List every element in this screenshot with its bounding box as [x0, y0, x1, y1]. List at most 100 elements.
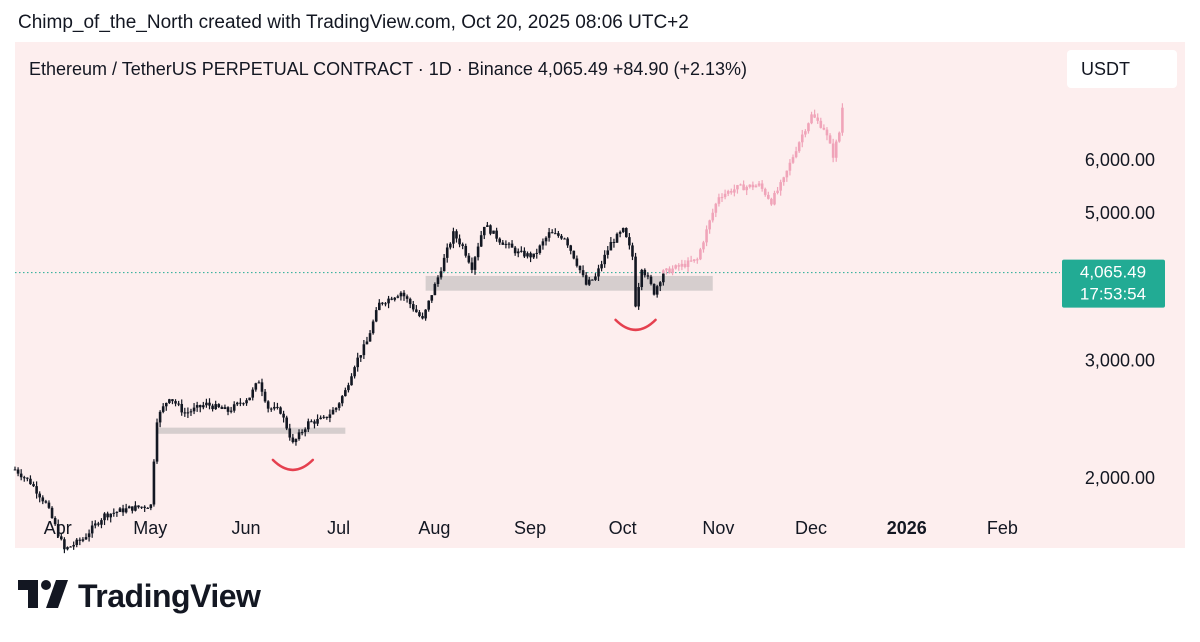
- candle-body: [387, 298, 390, 304]
- price-tick-label: 3,000.00: [1085, 351, 1155, 371]
- candle-body: [337, 403, 341, 408]
- projected-candle-body: [773, 192, 776, 205]
- candle-body: [452, 231, 455, 244]
- candle-body: [399, 292, 403, 297]
- symbol-legend[interactable]: Ethereum / TetherUS PERPETUAL CONTRACT ·…: [29, 59, 747, 79]
- projected-candle-body: [810, 114, 813, 124]
- candle-body: [198, 405, 202, 408]
- time-tick-label: Nov: [702, 518, 734, 538]
- projected-candle-body: [751, 184, 755, 188]
- projected-candle-body: [671, 268, 674, 274]
- candle-body: [479, 235, 483, 247]
- projected-candle-body: [677, 265, 681, 267]
- projected-candle-body: [723, 193, 727, 198]
- candle-body: [652, 283, 656, 295]
- projected-candle-body: [689, 260, 693, 262]
- candle-body: [319, 417, 322, 420]
- candle-body: [103, 513, 106, 521]
- candle-body: [587, 279, 591, 285]
- candle-body: [449, 243, 452, 248]
- candle-body: [430, 295, 434, 301]
- candle-body: [504, 243, 508, 245]
- projected-candle-body: [819, 120, 823, 128]
- candle-body: [226, 407, 230, 412]
- candle-body: [205, 402, 208, 406]
- candle-body: [445, 247, 449, 258]
- candle-body: [297, 432, 301, 440]
- candle-body: [288, 428, 292, 438]
- candle-body: [310, 421, 313, 423]
- candle-body: [415, 309, 418, 313]
- candle-body: [374, 310, 378, 322]
- candle-body: [640, 269, 644, 288]
- candle-body: [634, 256, 637, 307]
- candle-body: [421, 316, 424, 319]
- candle-body: [239, 402, 242, 404]
- candle-body: [513, 247, 517, 254]
- candle-body: [285, 417, 288, 429]
- time-axis: Apr May Jun Jul Aug Sep Oct Nov Dec 2026 Feb: [44, 518, 1018, 538]
- candle-body: [628, 237, 631, 246]
- price-badge-box: [1062, 259, 1165, 308]
- tradingview-wordmark: TradingView: [78, 578, 261, 614]
- projected-candles: [662, 103, 844, 276]
- candle-body: [168, 399, 171, 403]
- candle-body: [569, 245, 573, 251]
- candle-body: [316, 419, 319, 424]
- candle-body: [390, 298, 393, 300]
- time-tick-label: May: [133, 518, 167, 538]
- candle-body: [22, 477, 26, 479]
- currency-selector[interactable]: USDT: [1067, 50, 1177, 88]
- time-tick-label: Jun: [232, 518, 261, 538]
- candle-body: [13, 469, 17, 471]
- candle-body: [396, 296, 400, 298]
- projected-candle-body: [702, 242, 705, 250]
- candle-body: [69, 546, 72, 548]
- candle-body: [26, 477, 29, 479]
- candle-body: [223, 407, 227, 409]
- candle-body: [520, 250, 523, 252]
- projected-candle-body: [794, 151, 798, 158]
- candle-body: [313, 421, 316, 424]
- candle-body: [436, 277, 440, 285]
- candle-body: [529, 253, 532, 258]
- time-tick-label: Feb: [987, 518, 1018, 538]
- candle-body: [408, 298, 412, 305]
- candle-body: [566, 238, 569, 246]
- candle-body: [609, 241, 613, 251]
- candle-body: [418, 312, 421, 317]
- candle-body: [245, 400, 248, 404]
- projected-candle-body: [717, 197, 721, 204]
- candle-body: [38, 493, 41, 498]
- candle-body: [486, 225, 489, 227]
- projected-candle-body: [696, 259, 699, 261]
- candle-body: [235, 402, 239, 405]
- projected-candle-body: [834, 141, 838, 158]
- candle-body: [353, 367, 356, 377]
- chart-panel[interactable]: [15, 42, 1185, 548]
- time-tick-label: Dec: [795, 518, 827, 538]
- price-tick-label: 6,000.00: [1085, 150, 1155, 170]
- candle-body: [594, 276, 597, 280]
- candle-body: [550, 232, 554, 234]
- candle-body: [378, 302, 381, 311]
- candle-body: [365, 341, 369, 345]
- candle-body: [263, 391, 267, 402]
- candle-body: [266, 401, 270, 409]
- projected-candle-body: [779, 182, 782, 191]
- candle-body: [72, 544, 75, 547]
- candle-body: [260, 382, 264, 392]
- candle-body: [658, 282, 662, 287]
- candle-body: [134, 505, 137, 511]
- candle-body: [174, 401, 177, 404]
- candle-body: [578, 265, 582, 271]
- low-marker-arc: [614, 318, 657, 332]
- projected-candle-body: [680, 263, 684, 267]
- candle-body: [273, 406, 276, 409]
- candle-body: [149, 504, 153, 509]
- candle-body: [482, 226, 486, 236]
- candle-body: [516, 251, 520, 254]
- candle-body: [195, 405, 199, 408]
- projected-candle-body: [739, 184, 742, 186]
